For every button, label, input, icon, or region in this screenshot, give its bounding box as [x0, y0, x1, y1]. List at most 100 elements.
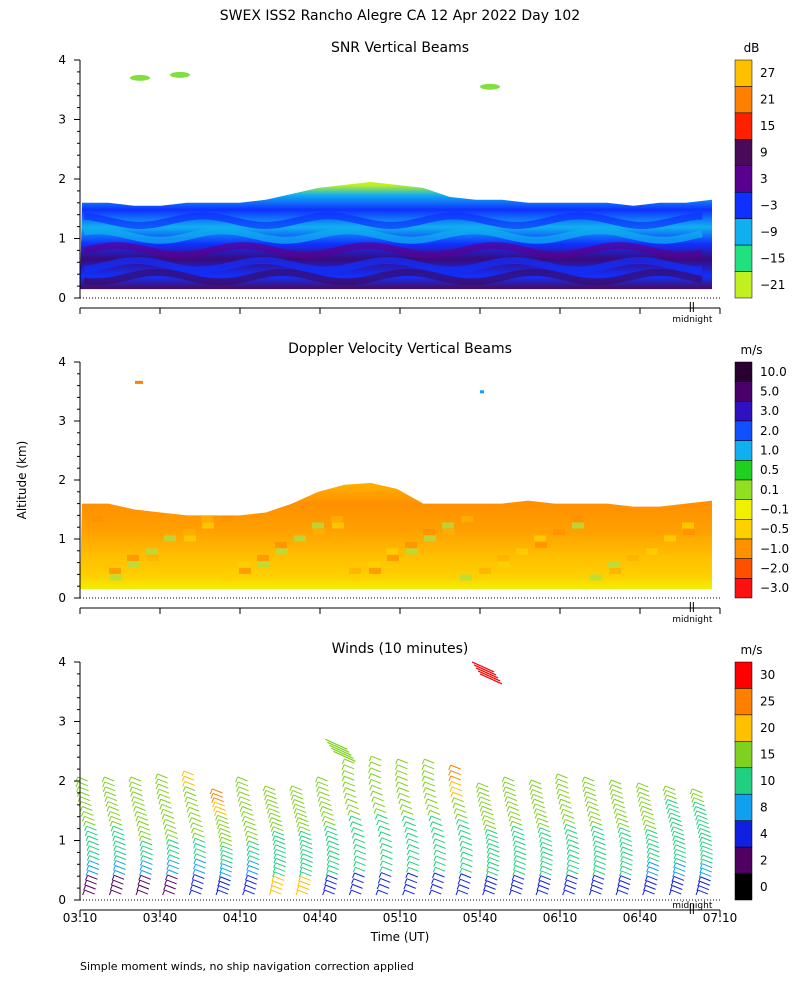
wind-barb — [216, 823, 220, 830]
wind-barb — [141, 865, 153, 870]
wind-barb — [348, 889, 352, 896]
wind-barb — [484, 880, 488, 886]
wind-barb — [112, 884, 123, 890]
wind-barb — [670, 812, 681, 818]
wind-barb — [559, 804, 563, 810]
wind-barb — [557, 794, 561, 800]
wind-barb — [556, 788, 560, 795]
wind-barb — [512, 840, 516, 847]
wind-barb — [471, 661, 495, 673]
wind-barb — [241, 801, 252, 807]
wind-barb — [291, 785, 303, 791]
wind-barb — [482, 889, 486, 896]
wind-barb — [462, 856, 473, 862]
wind-barb — [353, 850, 357, 856]
wind-barb — [168, 864, 180, 870]
wind-barb — [298, 876, 302, 882]
wind-barb — [513, 850, 517, 856]
wind-barb — [111, 875, 115, 881]
wind-barb — [166, 844, 170, 850]
wind-barb — [566, 854, 570, 860]
wind-barb — [691, 797, 695, 803]
wind-barb — [489, 847, 500, 853]
wind-barb — [513, 830, 525, 836]
wind-barb — [302, 853, 313, 859]
wind-barb — [536, 822, 540, 829]
wind-barb — [558, 799, 562, 805]
wind-barb — [537, 880, 541, 886]
wind-barb — [182, 781, 186, 787]
wind-barb — [477, 670, 501, 682]
wind-barb — [429, 821, 433, 827]
wind-barb — [535, 889, 539, 896]
wind-barb — [536, 885, 540, 891]
wind-barb — [645, 819, 656, 825]
wind-barb — [535, 808, 547, 814]
wind-barb — [142, 855, 153, 861]
wind-barb — [299, 844, 303, 850]
wind-barb — [591, 830, 595, 837]
wind-barb — [402, 889, 406, 896]
wind-barb — [370, 761, 382, 767]
wind-barb — [341, 776, 345, 782]
wind-barb — [675, 844, 686, 850]
wind-barb — [567, 834, 579, 840]
wind-barb — [112, 870, 116, 876]
wind-barb — [423, 793, 427, 799]
wind-barb — [649, 856, 660, 862]
wind-barb — [394, 764, 398, 771]
wind-barb — [611, 779, 622, 785]
wind-barb — [222, 854, 233, 860]
wind-barb — [484, 815, 495, 821]
wind-barb — [539, 842, 543, 848]
wind-barb — [140, 874, 152, 880]
wind-barb — [460, 857, 464, 863]
wind-barb — [209, 788, 213, 795]
wind-barb — [399, 792, 410, 798]
figure-title: SWEX ISS2 Rancho Alegre CA 12 Apr 2022 D… — [220, 8, 580, 24]
wind-barb — [343, 793, 347, 799]
wind-barb — [505, 801, 509, 807]
wind-barb — [274, 871, 285, 877]
wind-barb — [459, 840, 463, 847]
wind-barb — [112, 825, 124, 831]
wind-barb — [219, 841, 223, 847]
wind-barb — [510, 815, 522, 821]
doppler-patch — [497, 554, 509, 561]
wind-barb — [486, 866, 490, 872]
wind-barb — [379, 860, 383, 867]
colorbar-label: −0.1 — [760, 503, 789, 517]
wind-barb — [699, 823, 710, 829]
doppler-patch — [91, 515, 103, 522]
wind-barb — [448, 770, 452, 776]
wind-barb — [168, 839, 179, 845]
snr-band — [83, 242, 703, 259]
doppler-panel: Doppler Velocity Vertical Beams 0 1 2 3 4 midn… — [58, 341, 789, 625]
wind-barb — [700, 832, 712, 838]
wind-barb — [328, 845, 340, 851]
wind-barb — [542, 846, 553, 852]
wind-barb — [587, 801, 599, 807]
wind-barb — [103, 791, 107, 797]
doppler-patch — [387, 554, 399, 561]
wind-barb — [326, 860, 330, 866]
wind-barb — [297, 817, 309, 823]
wind-barb — [273, 849, 277, 855]
wind-barb — [267, 799, 278, 804]
wind-barb — [273, 876, 285, 881]
wind-barb — [407, 832, 418, 838]
wind-barb — [376, 820, 380, 826]
colorbar-label: 25 — [760, 695, 775, 709]
wind-barb — [482, 820, 486, 826]
wind-barb — [218, 885, 230, 891]
wind-barb — [673, 876, 685, 881]
wind-barb — [566, 859, 570, 865]
wind-barb — [593, 845, 597, 851]
wind-barb — [534, 803, 546, 809]
wind-barb — [184, 780, 195, 786]
colorbar-label: 10.0 — [760, 365, 787, 379]
doppler-patch — [683, 528, 695, 535]
wind-barb — [403, 884, 407, 890]
wind-barb — [83, 884, 87, 891]
wind-barb — [326, 840, 330, 847]
